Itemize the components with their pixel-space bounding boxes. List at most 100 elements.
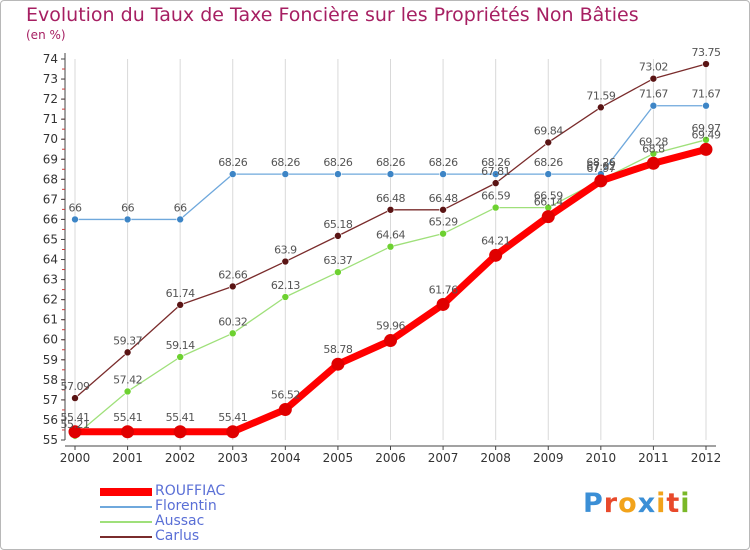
- data-label-florentin: 68.26: [271, 156, 300, 169]
- data-label-rouffiac: 55.41: [166, 411, 195, 424]
- data-label-rouffiac: 66.14: [534, 196, 563, 209]
- y-tick-label: 56: [43, 413, 58, 427]
- data-label-carlus: 66.48: [429, 192, 458, 205]
- series-markers: [68, 60, 713, 440]
- legend-label-carlus: Carlus: [155, 528, 200, 544]
- logo-letter: o: [618, 488, 638, 519]
- data-point-rouffiac: [646, 156, 660, 170]
- data-point-rouffiac: [68, 425, 82, 439]
- x-tick-label: 2012: [691, 451, 722, 465]
- y-tick-label: 63: [43, 273, 58, 287]
- data-point-florentin: [228, 170, 237, 178]
- data-label-carlus: 73.02: [639, 61, 668, 74]
- data-point-aussac: [123, 387, 132, 396]
- data-label-rouffiac: 68.8: [642, 142, 665, 155]
- x-tick-label: 2003: [217, 451, 248, 465]
- legend-item-rouffiac: ROUFFIAC: [100, 483, 260, 500]
- y-tick-label: 74: [43, 52, 58, 66]
- data-label-carlus: 63.9: [274, 244, 297, 257]
- data-point-florentin: [491, 170, 500, 178]
- legend: ROUFFIAC Florentin Aussac Carlus: [100, 483, 260, 545]
- y-tick-label: 59: [43, 353, 58, 367]
- data-label-florentin: 68.26: [586, 156, 615, 169]
- data-point-aussac: [281, 293, 290, 301]
- y-tick-label: 55: [43, 433, 58, 447]
- chart-title: Evolution du Taux de Taxe Foncière sur l…: [26, 4, 639, 26]
- data-point-rouffiac: [489, 248, 503, 262]
- data-label-aussac: 63.37: [323, 254, 352, 267]
- logo-letter: x: [637, 488, 657, 519]
- axes: 55 56 57 58 59 60 61 62 63 64 65 66 67 68 69 70 71 72 73 74…: [43, 52, 722, 465]
- data-point-florentin: [649, 101, 658, 110]
- proxiti-logo: Proxiti: [583, 488, 691, 519]
- data-label-florentin: 66: [174, 201, 187, 214]
- data-point-carlus: [228, 282, 237, 291]
- data-point-rouffiac: [594, 174, 608, 188]
- y-tick-label: 69: [43, 152, 58, 166]
- data-point-carlus: [649, 74, 658, 83]
- legend-swatch-rouffiac: [100, 488, 152, 496]
- data-point-rouffiac: [278, 403, 292, 417]
- data-label-rouffiac: 61.76: [429, 283, 458, 296]
- data-label-florentin: 68.26: [323, 156, 352, 169]
- data-point-florentin: [71, 215, 79, 224]
- data-label-rouffiac: 64.21: [481, 234, 510, 247]
- y-tick-label: 65: [43, 232, 58, 246]
- data-label-aussac: 55.21: [61, 418, 90, 431]
- data-point-florentin: [702, 101, 710, 110]
- data-label-florentin: 68.26: [534, 156, 563, 169]
- data-label-florentin: 68.26: [481, 156, 510, 169]
- data-point-rouffiac: [384, 334, 397, 348]
- x-tick-label: 2011: [638, 451, 669, 465]
- legend-swatch-carlus: [100, 536, 152, 538]
- data-label-aussac: 69.97: [692, 122, 721, 135]
- y-tick-label: 73: [43, 72, 58, 86]
- data-label-rouffiac: 59.96: [376, 320, 405, 333]
- legend-item-carlus: Carlus: [100, 528, 260, 545]
- data-point-carlus: [544, 138, 553, 147]
- legend-label-florentin: Florentin: [155, 498, 217, 514]
- data-label-aussac: 59.14: [166, 339, 195, 352]
- data-label-aussac: 66.59: [534, 190, 563, 203]
- unit-label: (en %): [26, 28, 66, 42]
- data-label-carlus: 65.18: [323, 218, 352, 231]
- data-label-carlus: 66.48: [376, 192, 405, 205]
- data-point-carlus: [439, 205, 447, 214]
- x-tick-label: 2000: [60, 451, 91, 465]
- x-tick-label: 2006: [375, 451, 406, 465]
- x-tick-label: 2001: [112, 451, 143, 465]
- data-labels: 66 66 66 68.26 68.26 68.26 68.26 68.26 68.26 68.2…: [61, 46, 722, 431]
- legend-item-aussac: Aussac: [100, 513, 260, 530]
- data-point-florentin: [334, 170, 342, 178]
- data-point-florentin: [544, 170, 553, 178]
- data-label-aussac: 65.29: [429, 216, 458, 229]
- data-point-aussac: [176, 353, 184, 361]
- y-tick-label: 72: [43, 92, 58, 106]
- data-point-aussac: [334, 268, 342, 276]
- data-point-carlus: [334, 232, 342, 240]
- data-label-rouffiac: 55.41: [61, 411, 90, 424]
- data-point-aussac: [491, 203, 500, 212]
- data-point-carlus: [281, 257, 290, 266]
- data-point-florentin: [386, 170, 395, 178]
- data-label-florentin: 68.26: [429, 156, 458, 169]
- data-label-carlus: 73.75: [692, 46, 721, 59]
- data-point-carlus: [491, 179, 500, 187]
- data-label-rouffiac: 55.41: [218, 411, 247, 424]
- data-point-carlus: [123, 348, 132, 357]
- legend-label-aussac: Aussac: [155, 513, 205, 529]
- data-label-rouffiac: 69.49: [692, 128, 721, 141]
- legend-label-rouffiac: ROUFFIAC: [155, 483, 226, 499]
- y-tick-label: 70: [43, 132, 58, 146]
- data-label-rouffiac: 56.52: [271, 389, 300, 402]
- data-label-carlus: 67.81: [481, 165, 510, 178]
- data-point-aussac: [439, 229, 447, 238]
- data-point-carlus: [702, 60, 710, 68]
- x-tick-label: 2004: [270, 451, 301, 465]
- x-tick-label: 2007: [428, 451, 459, 465]
- data-label-aussac: 66.59: [481, 190, 510, 203]
- data-label-florentin: 66: [121, 201, 134, 214]
- data-label-aussac: 57.42: [113, 373, 142, 386]
- data-point-rouffiac: [173, 425, 187, 439]
- y-tick-label: 68: [43, 172, 58, 186]
